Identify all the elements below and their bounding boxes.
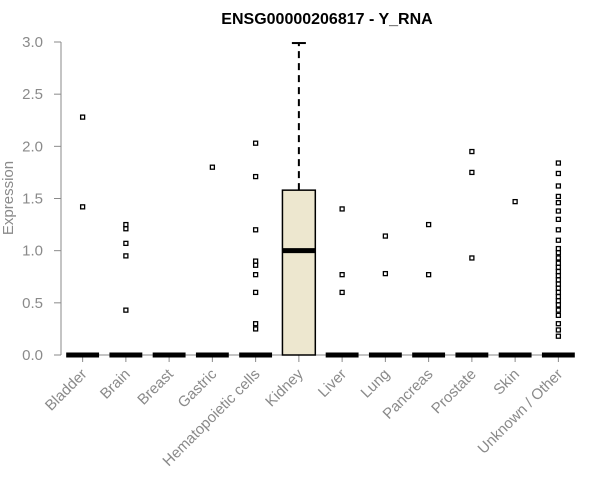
x-tick-label: Brain [97,366,134,403]
outlier-point [252,272,259,278]
x-tick-label: Skin [490,366,523,399]
outlier-point [555,208,562,214]
outlier-point [555,216,562,223]
box-hematopoietic-cells [239,140,273,358]
outlier-point [555,293,562,300]
outlier-point [252,258,259,264]
outlier-point [123,253,129,259]
y-tick-label: 0.0 [22,347,43,364]
boxes-group [66,42,575,358]
chart-title: ENSG00000206817 - Y_RNA [221,11,433,28]
outlier-point [382,233,389,239]
outlier-point [555,170,562,177]
x-tick-label: Lung [358,366,394,402]
outlier-point [252,140,259,146]
outlier-point [555,237,562,243]
outlier-point [555,312,562,319]
outlier-point [555,255,562,261]
outlier-point [382,270,389,277]
outlier-point [555,302,562,308]
outlier-point [555,289,562,296]
box-gastric [195,164,229,358]
outlier-point [555,281,562,287]
outlier-point [252,321,259,327]
box-brain [109,221,143,358]
outlier-point [555,227,562,233]
outlier-point [555,193,562,200]
box-skin [498,198,532,358]
y-axis: 0.0 0.5 1.0 1.5 2.0 2.5 3.0 [22,34,62,364]
x-tick-label: Prostate [428,366,480,418]
outlier-point [469,148,475,155]
y-tick-label: 3.0 [22,34,43,51]
outlier-point [252,326,259,332]
box-lung [368,233,402,358]
outlier-point [252,173,259,180]
outlier-point [555,160,562,166]
outlier-point [555,264,562,271]
outlier-point [555,183,562,189]
outlier-point [555,321,562,327]
outlier-point [252,289,259,296]
outlier-point [123,221,129,228]
outlier-point [79,114,86,120]
outlier-point [339,289,345,296]
box-kidney [281,42,317,356]
outlier-point [209,164,216,170]
outlier-point [555,327,562,333]
outlier-point [252,262,259,268]
outlier-point [339,272,345,278]
outlier-point [512,198,518,205]
box-liver [325,206,359,358]
outlier-point [555,250,562,256]
y-tick-label: 2.5 [22,86,43,103]
outlier-point [555,333,562,339]
outlier-point [555,273,562,279]
box-prostate [455,148,489,358]
box-rect [281,189,317,356]
outlier-point [555,260,562,266]
y-tick-label: 1.0 [22,243,43,260]
y-axis-label: Expression [0,161,17,235]
outlier-point [555,298,562,304]
y-tick-label: 2.0 [22,138,43,155]
box-unknown-other [541,160,575,358]
box-pancreas [412,221,446,358]
x-tick-label: Liver [315,366,350,401]
outlier-point [123,240,129,247]
outlier-point [252,227,259,233]
outlier-point [425,272,432,278]
outlier-point [339,206,345,212]
box-bladder [66,114,100,358]
outlier-point [555,245,562,252]
x-tick-label: Breast [134,365,177,408]
outlier-point [555,200,562,206]
y-tick-label: 1.5 [22,191,43,208]
x-tick-label: Kidney [262,365,307,410]
outlier-point [123,226,129,232]
outlier-point [79,204,86,210]
y-tick-label: 0.5 [22,295,43,312]
outlier-point [123,307,129,313]
outlier-point [555,307,562,313]
outlier-point [555,285,562,291]
outlier-point [469,169,475,176]
outlier-point [469,255,475,261]
outlier-point [425,221,432,228]
outlier-point [555,277,562,283]
outlier-point [555,268,562,275]
x-tick-label: Bladder [42,366,91,415]
